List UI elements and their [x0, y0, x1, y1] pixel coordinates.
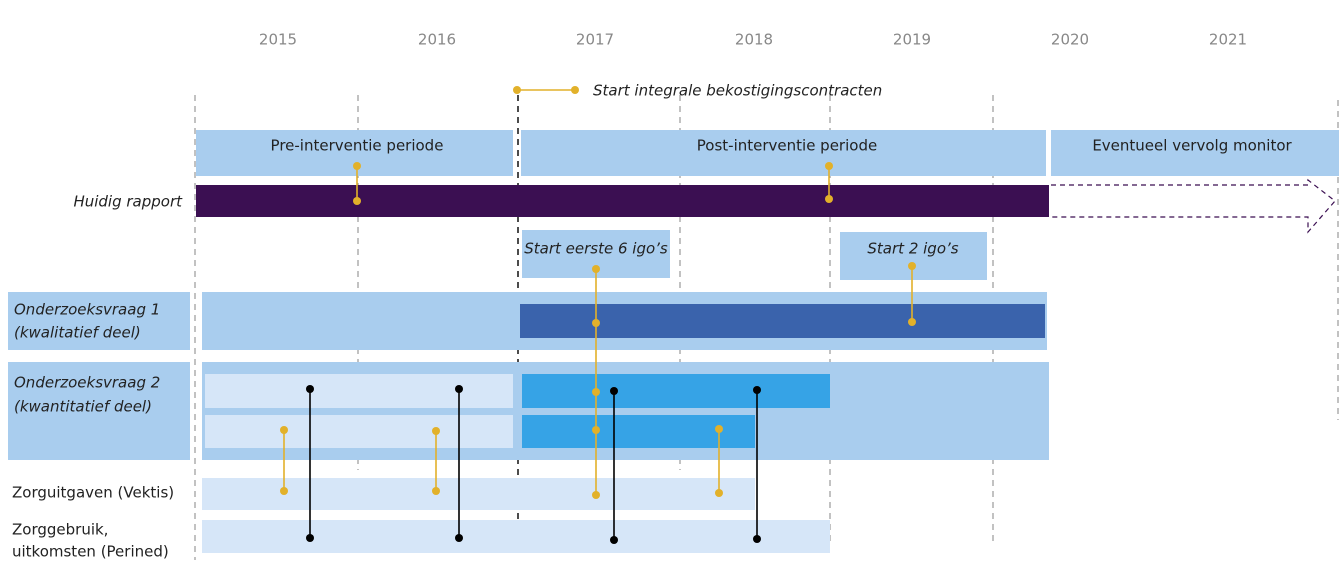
legend: Start integrale bekostigingscontracten [513, 82, 882, 100]
period-label: Post-interventie periode [697, 137, 877, 155]
row-label: Onderzoeksvraag 2 [14, 374, 160, 392]
year-label: 2017 [576, 31, 614, 49]
legend-text: Start integrale bekostigingscontracten [593, 82, 882, 100]
row-label: (kwalitatief deel) [14, 324, 141, 342]
year-label: 2018 [735, 31, 773, 49]
row-label: Huidig rapport [73, 193, 183, 211]
event-label: Start 2 igo’s [867, 240, 958, 258]
year-label: 2015 [259, 31, 297, 49]
year-label: 2019 [893, 31, 931, 49]
year-label: 2021 [1209, 31, 1247, 49]
row-label: Zorguitgaven (Vektis) [12, 484, 174, 502]
period-label: Pre-interventie periode [271, 137, 444, 155]
row-label: Zorggebruik, [12, 521, 108, 539]
row-label: Onderzoeksvraag 1 [14, 301, 160, 319]
gold-connectors [280, 162, 916, 499]
period-label: Eventueel vervolg monitor [1092, 137, 1292, 155]
black-connectors [306, 385, 761, 544]
event-label: Start eerste 6 igo’s [524, 240, 668, 258]
row-label: (kwantitatief deel) [14, 398, 152, 416]
year-label: 2020 [1051, 31, 1089, 49]
years: 2015 2016 2017 2018 2019 2020 2021 [259, 31, 1247, 49]
row-label: uitkomsten (Perined) [12, 543, 169, 561]
year-label: 2016 [418, 31, 456, 49]
